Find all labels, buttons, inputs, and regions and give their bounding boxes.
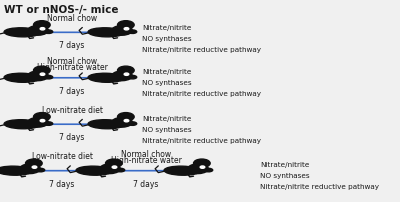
Ellipse shape bbox=[4, 120, 40, 129]
Ellipse shape bbox=[116, 168, 125, 172]
Circle shape bbox=[34, 113, 50, 121]
Ellipse shape bbox=[128, 75, 137, 79]
Ellipse shape bbox=[20, 164, 40, 174]
Ellipse shape bbox=[4, 28, 40, 37]
Text: Nitrate/nitrite reductive pathway: Nitrate/nitrite reductive pathway bbox=[142, 47, 261, 54]
Text: Nitrate/nitrite reductive pathway: Nitrate/nitrite reductive pathway bbox=[260, 184, 379, 190]
Text: Nitrate/nitrite reductive pathway: Nitrate/nitrite reductive pathway bbox=[142, 91, 261, 97]
Circle shape bbox=[200, 166, 205, 168]
Ellipse shape bbox=[0, 166, 32, 175]
Text: 7 days: 7 days bbox=[133, 180, 159, 189]
Text: 7 days: 7 days bbox=[59, 87, 85, 96]
Text: Nitrate/nitrite: Nitrate/nitrite bbox=[142, 25, 191, 31]
Circle shape bbox=[40, 28, 45, 30]
Ellipse shape bbox=[28, 117, 48, 127]
Ellipse shape bbox=[112, 117, 132, 127]
Text: Normal chow: Normal chow bbox=[47, 57, 97, 66]
Circle shape bbox=[32, 166, 37, 168]
Ellipse shape bbox=[76, 166, 112, 175]
Text: 7 days: 7 days bbox=[59, 41, 85, 50]
Ellipse shape bbox=[28, 71, 48, 81]
Text: Normal chow: Normal chow bbox=[47, 14, 97, 23]
Ellipse shape bbox=[100, 164, 120, 174]
Text: Low-nitrate diet: Low-nitrate diet bbox=[32, 152, 92, 161]
Ellipse shape bbox=[88, 28, 124, 37]
Ellipse shape bbox=[88, 73, 124, 82]
Text: High-nitrate water: High-nitrate water bbox=[36, 63, 108, 72]
Text: Nitrate/nitrite: Nitrate/nitrite bbox=[260, 162, 309, 168]
Ellipse shape bbox=[88, 120, 124, 129]
Text: NO synthases: NO synthases bbox=[142, 127, 192, 133]
Circle shape bbox=[124, 73, 129, 75]
Circle shape bbox=[118, 66, 134, 75]
Text: Low-nitrate diet: Low-nitrate diet bbox=[42, 105, 102, 115]
Text: NO synthases: NO synthases bbox=[142, 80, 192, 86]
Ellipse shape bbox=[164, 166, 200, 175]
Circle shape bbox=[112, 166, 117, 168]
Text: Normal chow: Normal chow bbox=[121, 150, 171, 159]
Circle shape bbox=[40, 73, 45, 75]
Circle shape bbox=[34, 66, 50, 75]
Text: NO synthases: NO synthases bbox=[260, 173, 310, 179]
Text: NO synthases: NO synthases bbox=[142, 36, 192, 42]
Text: 7 days: 7 days bbox=[59, 133, 85, 142]
Ellipse shape bbox=[44, 75, 53, 79]
Ellipse shape bbox=[44, 30, 53, 34]
Text: 7 days: 7 days bbox=[49, 180, 75, 189]
Ellipse shape bbox=[128, 30, 137, 34]
Circle shape bbox=[118, 21, 134, 29]
Circle shape bbox=[26, 159, 42, 167]
Ellipse shape bbox=[112, 25, 132, 35]
Ellipse shape bbox=[112, 71, 132, 81]
Ellipse shape bbox=[128, 122, 137, 125]
Circle shape bbox=[124, 120, 129, 122]
Circle shape bbox=[34, 21, 50, 29]
Text: Nitrate/nitrite: Nitrate/nitrite bbox=[142, 116, 191, 122]
Circle shape bbox=[118, 113, 134, 121]
Text: WT or nNOS-/- mice: WT or nNOS-/- mice bbox=[4, 5, 118, 15]
Circle shape bbox=[106, 159, 122, 167]
Ellipse shape bbox=[188, 164, 208, 174]
Text: Nitrate/nitrite: Nitrate/nitrite bbox=[142, 69, 191, 75]
Circle shape bbox=[40, 120, 45, 122]
Ellipse shape bbox=[4, 73, 40, 82]
Circle shape bbox=[194, 159, 210, 167]
Text: Nitrate/nitrite reductive pathway: Nitrate/nitrite reductive pathway bbox=[142, 138, 261, 144]
Ellipse shape bbox=[28, 25, 48, 35]
Ellipse shape bbox=[44, 122, 53, 125]
Circle shape bbox=[124, 28, 129, 30]
Ellipse shape bbox=[204, 168, 213, 172]
Text: High-nitrate water: High-nitrate water bbox=[110, 156, 182, 165]
Ellipse shape bbox=[36, 168, 45, 172]
